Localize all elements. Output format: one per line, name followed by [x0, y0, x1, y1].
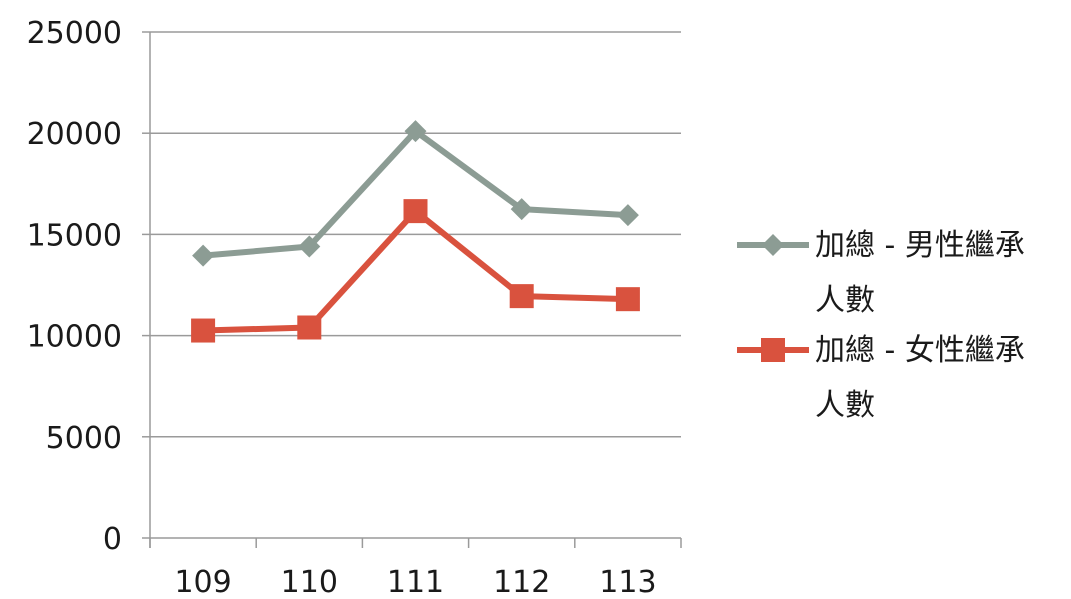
- legend-label: 加總 - 男性繼承: [815, 228, 1025, 263]
- x-tick-labels: 109 110 111 112 113: [174, 565, 656, 599]
- y-tick-labels: 0 5000 10000 15000 20000 25000: [27, 16, 122, 557]
- series-1: [192, 120, 639, 267]
- y-tick-label: 10000: [27, 320, 122, 355]
- legend-marker: [762, 234, 784, 256]
- legend-label: 人數: [815, 388, 875, 423]
- data-point: [615, 287, 640, 312]
- data-point: [404, 120, 427, 143]
- x-tick-label: 109: [174, 565, 231, 599]
- x-tick-label: 111: [387, 565, 444, 599]
- data-point: [616, 204, 639, 227]
- series: [191, 120, 640, 343]
- gridlines: [150, 31, 681, 438]
- y-tick-label: 20000: [27, 117, 122, 152]
- x-tick-label: 110: [281, 565, 338, 599]
- data-point: [192, 244, 215, 267]
- y-tick-label: 15000: [27, 218, 122, 253]
- y-tick-label: 25000: [27, 16, 122, 51]
- legend-marker: [761, 338, 785, 362]
- series-2: [191, 199, 640, 343]
- data-point: [403, 199, 428, 224]
- data-point: [298, 235, 321, 258]
- y-tick-label: 5000: [46, 421, 122, 456]
- series-line: [203, 208, 628, 334]
- y-tick-label: 0: [103, 522, 122, 557]
- axes: [142, 31, 682, 548]
- legend-label: 加總 - 女性繼承: [815, 333, 1025, 368]
- data-point: [510, 198, 533, 221]
- x-tick-label: 112: [493, 565, 550, 599]
- series-line: [202, 128, 629, 259]
- data-point: [297, 315, 322, 340]
- data-point: [191, 318, 216, 343]
- x-tick-label: 113: [599, 565, 656, 599]
- legend-label: 人數: [815, 283, 875, 318]
- data-point: [509, 284, 534, 309]
